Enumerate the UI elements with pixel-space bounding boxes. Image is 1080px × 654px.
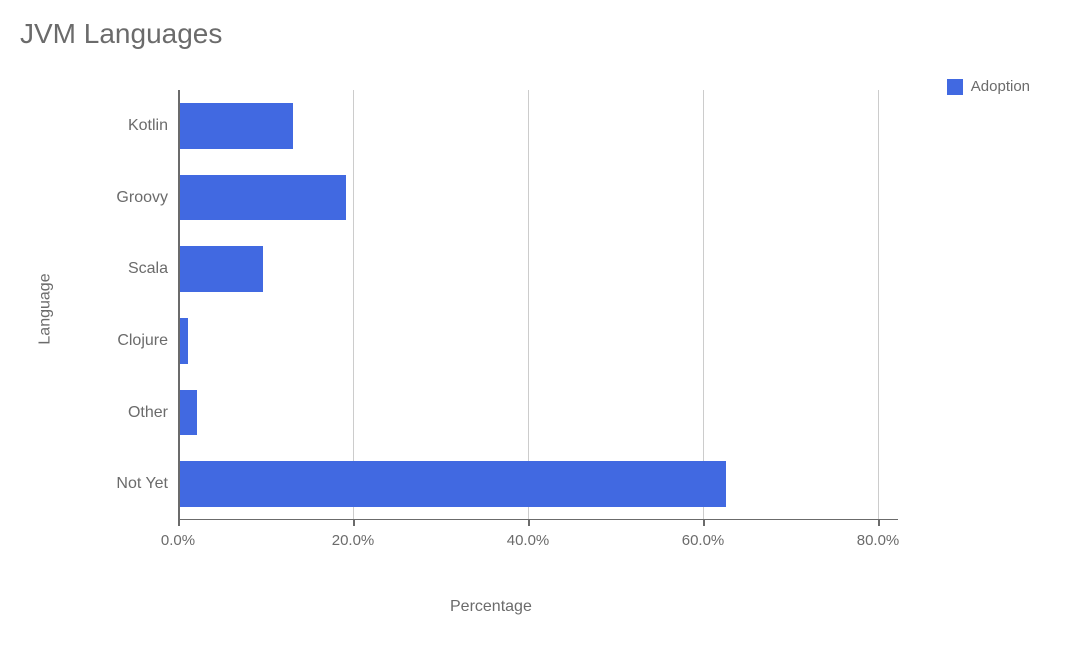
- y-axis-category-label: Groovy: [28, 189, 168, 207]
- x-axis-tick: [703, 520, 705, 526]
- x-axis-tick: [353, 520, 355, 526]
- bar: [180, 103, 294, 149]
- x-axis-tick: [878, 520, 880, 526]
- x-axis-tick-label: 80.0%: [857, 532, 900, 549]
- chart-body: Language Percentage 0.0%20.0%40.0%60.0%8…: [20, 60, 1060, 620]
- chart-container: JVM Languages Language Percentage 0.0%20…: [20, 18, 1060, 638]
- x-axis-tick-label: 0.0%: [161, 532, 195, 549]
- gridline: [353, 90, 354, 520]
- bar: [180, 461, 727, 507]
- gridline: [703, 90, 704, 520]
- x-axis-tick: [528, 520, 530, 526]
- x-axis-tick-label: 40.0%: [507, 532, 550, 549]
- gridline: [528, 90, 529, 520]
- gridline: [878, 90, 879, 520]
- plot-area: 0.0%20.0%40.0%60.0%80.0%: [178, 90, 878, 520]
- bar: [180, 246, 263, 292]
- legend-label: Adoption: [971, 78, 1030, 95]
- y-axis-category-label: Clojure: [28, 332, 168, 350]
- bar: [180, 390, 198, 436]
- y-axis-category-label: Not Yet: [28, 475, 168, 493]
- chart-title: JVM Languages: [20, 18, 1060, 50]
- y-axis-category-label: Scala: [28, 260, 168, 278]
- x-axis-tick: [178, 520, 180, 526]
- x-axis-line: [178, 519, 898, 521]
- x-axis-tick-label: 20.0%: [332, 532, 375, 549]
- y-axis-category-label: Other: [28, 404, 168, 422]
- bar: [180, 175, 346, 221]
- y-axis-category-label: Kotlin: [28, 117, 168, 135]
- legend: Adoption: [947, 78, 1030, 95]
- y-axis-line: [178, 90, 180, 520]
- legend-swatch: [947, 79, 963, 95]
- bar: [180, 318, 189, 364]
- x-axis-label: Percentage: [450, 598, 532, 616]
- x-axis-tick-label: 60.0%: [682, 532, 725, 549]
